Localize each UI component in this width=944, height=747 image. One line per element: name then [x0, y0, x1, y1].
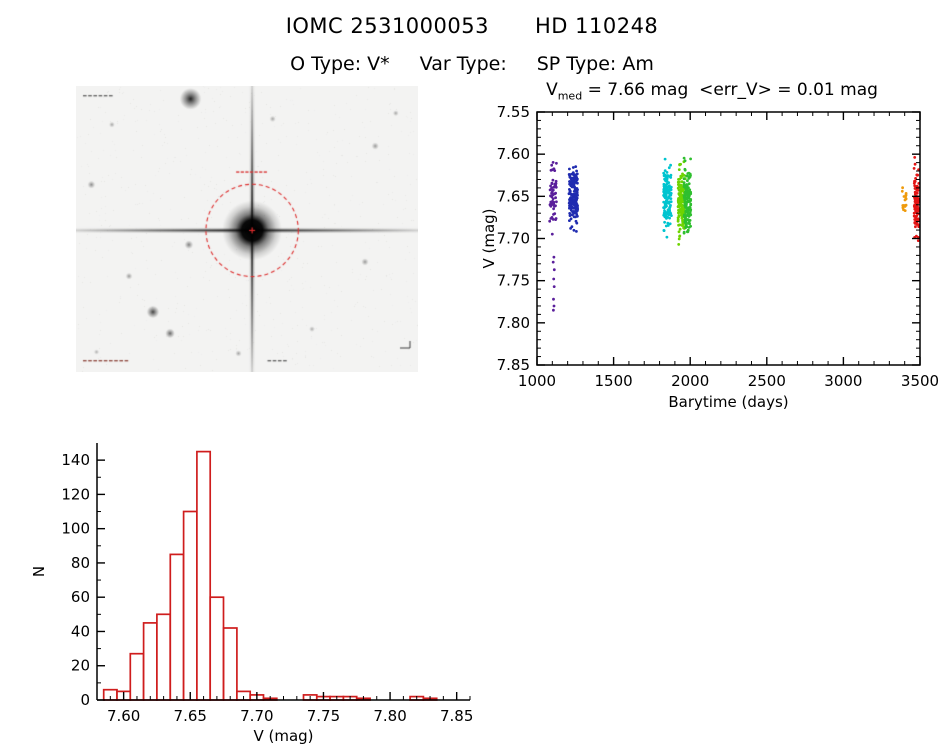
svg-text:7.75: 7.75	[307, 707, 340, 725]
star-name: HD 110248	[534, 14, 659, 38]
lightcurve-axes: 1000 1500 2000 2500 3000 3500 7.55 7.60 7.65 7.70…	[480, 103, 939, 410]
svg-text:120: 120	[61, 485, 90, 503]
page-subtitle: O Type: V* Var Type: SP Type: Am	[0, 53, 944, 75]
lightcurve-cluster-epoch-5	[682, 156, 693, 235]
svg-text:0: 0	[80, 691, 90, 709]
lightcurve-cluster-epoch-7	[912, 156, 921, 243]
svg-text:1500: 1500	[595, 372, 633, 390]
svg-text:Barytime (days): Barytime (days)	[668, 393, 788, 410]
lightcurve-cluster-epoch-1	[548, 161, 558, 312]
page-title: IOMC 2531000053 HD 110248	[0, 14, 944, 38]
svg-text:N: N	[30, 566, 48, 577]
svg-text:60: 60	[71, 588, 90, 606]
svg-text:7.80: 7.80	[497, 314, 530, 332]
lightcurve-points	[548, 156, 921, 312]
svg-text:7.60: 7.60	[107, 707, 140, 725]
vmed-subscript: med	[557, 89, 583, 103]
lightcurve-cluster-epoch-6	[900, 186, 908, 212]
svg-text:7.85: 7.85	[440, 707, 473, 725]
svg-text:20: 20	[71, 657, 90, 675]
svg-text:100: 100	[61, 520, 90, 538]
svg-text:V (mag): V (mag)	[480, 208, 498, 268]
svg-text:2500: 2500	[748, 372, 786, 390]
svg-text:3500: 3500	[901, 372, 939, 390]
svg-text:1000: 1000	[518, 372, 556, 390]
svg-text:3000: 3000	[824, 372, 862, 390]
variability-type-label: Var Type:	[419, 53, 507, 75]
svg-text:7.65: 7.65	[497, 187, 530, 205]
svg-text:7.65: 7.65	[174, 707, 207, 725]
vmed-symbol: V	[546, 80, 558, 100]
catalog-id: IOMC 2531000053	[285, 14, 489, 38]
object-type-label: O Type: V*	[290, 53, 390, 75]
svg-text:7.70: 7.70	[240, 707, 273, 725]
spectral-type-label: SP Type: Am	[536, 53, 654, 75]
vmed-values: = 7.66 mag <err_V> = 0.01 mag	[582, 80, 878, 100]
histogram-bars	[102, 450, 438, 701]
lightcurve-cluster-epoch-3	[662, 157, 673, 239]
starfield-image	[76, 86, 418, 372]
svg-text:V (mag): V (mag)	[253, 727, 313, 745]
svg-text:7.70: 7.70	[497, 230, 530, 248]
histogram-plot: 7.60 7.65 7.70 7.75 7.80 7.85 0 20 40 60 80 100 120 1…	[30, 443, 473, 745]
svg-text:7.60: 7.60	[497, 145, 530, 163]
svg-text:80: 80	[71, 554, 90, 572]
svg-text:40: 40	[71, 622, 90, 640]
svg-text:7.80: 7.80	[373, 707, 406, 725]
svg-text:7.55: 7.55	[497, 103, 530, 121]
svg-text:7.75: 7.75	[497, 272, 530, 290]
lightcurve-cluster-epoch-2	[567, 165, 579, 233]
svg-text:140: 140	[61, 451, 90, 469]
lightcurve-title: Vmed = 7.66 mag <err_V> = 0.01 mag	[480, 80, 944, 102]
svg-text:7.85: 7.85	[497, 356, 530, 374]
histogram-axes: 7.60 7.65 7.70 7.75 7.80 7.85 0 20 40 60 80 100 120 1…	[30, 443, 473, 745]
svg-text:2000: 2000	[671, 372, 709, 390]
lightcurve-plot: 1000 1500 2000 2500 3000 3500 7.55 7.60 7.65 7.70…	[480, 103, 939, 410]
